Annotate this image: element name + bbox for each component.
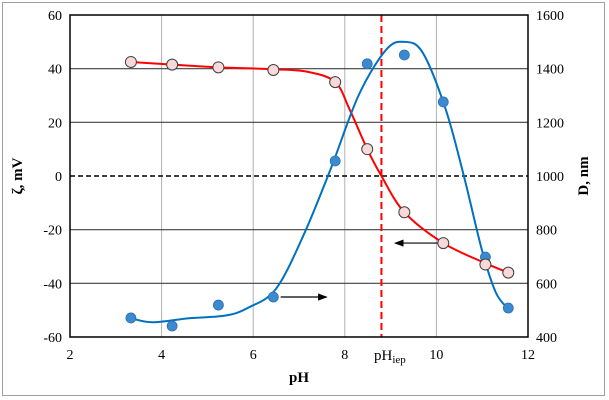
y-left-tick-label: 20 xyxy=(48,116,62,131)
y-left-tick-label: -60 xyxy=(43,331,62,346)
piep-annotation-text: pH xyxy=(374,348,393,364)
x-tick-label: 10 xyxy=(429,348,443,363)
size-point xyxy=(398,49,410,61)
piep-annotation-subscript: iep xyxy=(392,354,406,366)
zeta-point xyxy=(124,55,137,68)
zeta-point xyxy=(398,206,411,219)
y-left-tick-label: 60 xyxy=(48,9,62,24)
zeta-curve xyxy=(130,60,509,274)
size-point xyxy=(361,58,373,70)
y-right-tick-label: 1000 xyxy=(536,170,564,185)
zeta-point xyxy=(437,237,450,250)
size-curve xyxy=(130,40,510,324)
x-tick-label: 2 xyxy=(67,348,74,363)
size-point xyxy=(125,312,137,324)
labels: pH ζ, mV D, nm pHiep xyxy=(10,156,592,386)
size-point xyxy=(267,291,279,303)
size-point xyxy=(166,320,178,332)
y-left-tick-label: -40 xyxy=(43,277,62,292)
y-left-axis-label: ζ, mV xyxy=(10,157,26,194)
piep-annotation: pHiep xyxy=(374,348,406,366)
y-right-tick-label: 1200 xyxy=(536,116,564,131)
y-right-tick-label: 1400 xyxy=(536,63,564,78)
plot-border xyxy=(69,14,529,338)
axes: 2 4 6 8 10 12 60 40 20 0 -20 -40 -60 1600 1400 1200 1000… xyxy=(43,9,564,363)
y-right-tick-label: 600 xyxy=(536,277,557,292)
zeta-point xyxy=(166,58,179,71)
chart-frame xyxy=(2,2,605,396)
size-point xyxy=(212,299,224,311)
zeta-point xyxy=(502,266,515,279)
size-point xyxy=(437,96,449,108)
zeta-point xyxy=(212,61,225,74)
zeta-point xyxy=(361,143,374,156)
zeta-point xyxy=(479,258,492,271)
y-right-tick-label: 1600 xyxy=(536,9,564,24)
curves xyxy=(130,40,510,324)
x-axis-label: pH xyxy=(289,370,309,386)
x-tick-label: 6 xyxy=(250,348,257,363)
y-right-tick-label: 800 xyxy=(536,224,557,239)
y-left-tick-label: 0 xyxy=(55,170,62,185)
y-left-tick-label: -20 xyxy=(43,224,62,239)
size-point xyxy=(329,155,341,167)
y-left-tick-label: 40 xyxy=(48,63,62,78)
zeta-point xyxy=(267,64,280,77)
zeta-point xyxy=(329,76,342,89)
points xyxy=(124,49,515,332)
x-tick-label: 4 xyxy=(158,348,165,363)
size-point xyxy=(502,302,514,314)
x-tick-label: 12 xyxy=(521,348,535,363)
x-tick-label: 8 xyxy=(341,348,348,363)
y-right-tick-label: 400 xyxy=(536,331,557,346)
y-right-axis-label: D, nm xyxy=(576,156,592,196)
